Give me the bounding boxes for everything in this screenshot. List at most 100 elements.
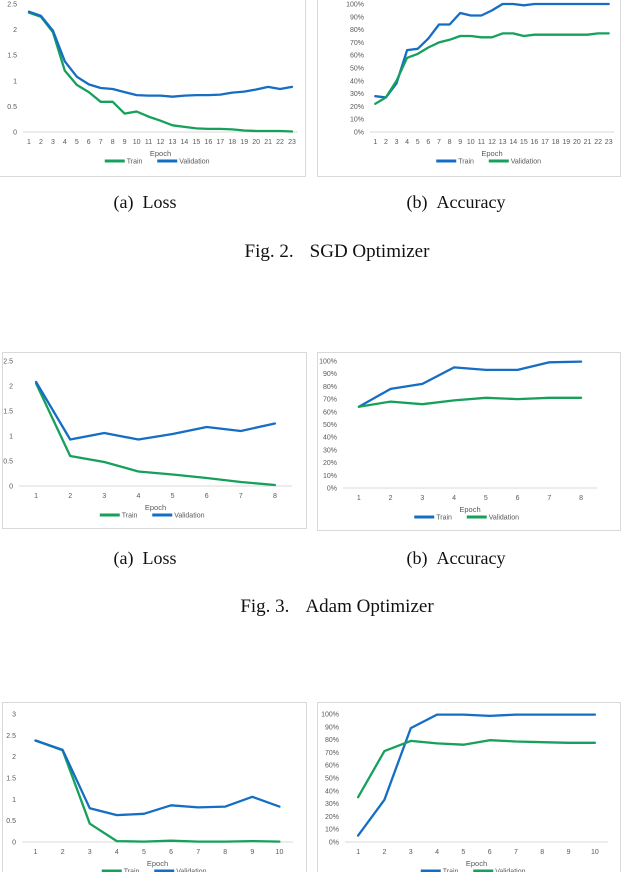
legend-label-train: Train: [127, 159, 143, 166]
x-tick-label: 4: [115, 849, 119, 856]
y-tick-label: 10%: [350, 117, 364, 124]
y-tick-label: 0: [12, 840, 16, 847]
x-tick-label: 19: [240, 139, 248, 146]
y-tick-label: 10%: [323, 473, 337, 480]
x-axis-title: Epoch: [481, 149, 502, 158]
subcaption-title: Accuracy: [436, 548, 506, 568]
x-tick-label: 8: [111, 139, 115, 146]
x-tick-label: 5: [416, 139, 420, 146]
figure3a-adam-loss-chart: 0 0.5 1 1.5 2 2.5 1 2 3 4 5 6 7 8 Epoch Train Validation: [2, 352, 307, 529]
series-line-validation: [34, 739, 281, 817]
x-tick-label: 17: [216, 139, 224, 146]
legend-label-train: Train: [124, 869, 140, 872]
x-tick-label: 3: [420, 495, 424, 502]
chart-canvas-third-accuracy: 0% 10% 20% 30% 40% 50% 60% 70% 80% 90% 100% 1 2 3 4 5 6 7…: [321, 712, 608, 872]
x-tick-label: 23: [288, 139, 296, 146]
x-tick-label: 21: [584, 139, 592, 146]
x-tick-label: 3: [88, 849, 92, 856]
y-tick-label: 70%: [325, 750, 339, 757]
x-tick-label: 7: [239, 493, 243, 500]
series-line-validation: [34, 380, 277, 441]
y-tick-label: 90%: [350, 14, 364, 21]
x-tick-label: 22: [594, 139, 602, 146]
y-tick-label: 1.5: [6, 776, 16, 783]
x-tick-label: 13: [499, 139, 507, 146]
y-tick-label: 70%: [323, 397, 337, 404]
x-tick-label: 23: [605, 139, 613, 146]
y-tick-label: 40%: [350, 78, 364, 85]
y-tick-label: 60%: [323, 409, 337, 416]
x-tick-label: 2: [384, 139, 388, 146]
y-tick-label: 90%: [323, 371, 337, 378]
x-tick-label: 7: [437, 139, 441, 146]
x-tick-label: 1: [34, 493, 38, 500]
figure3-caption: Fig. 3. Adam Optimizer: [187, 596, 487, 618]
subcaption-label: (a): [113, 192, 134, 212]
y-tick-label: 20%: [350, 104, 364, 111]
x-axis-title: Epoch: [145, 503, 166, 512]
x-tick-label: 21: [264, 139, 272, 146]
subcaption-label: (b): [406, 192, 428, 212]
y-tick-label: 70%: [350, 40, 364, 47]
legend-label-validation: Validation: [511, 159, 541, 166]
y-tick-label: 90%: [325, 724, 339, 731]
x-tick-label: 9: [250, 849, 254, 856]
y-tick-label: 0.5: [3, 459, 13, 466]
x-axis-title: Epoch: [150, 149, 171, 158]
series-line-validation: [356, 739, 597, 799]
legend-label-validation: Validation: [489, 515, 519, 522]
legend-label-validation: Validation: [495, 869, 525, 872]
x-tick-label: 12: [157, 139, 165, 146]
x-tick-label: 3: [409, 849, 413, 856]
y-tick-label: 1: [12, 797, 16, 804]
x-tick-label: 6: [205, 493, 209, 500]
x-tick-label: 9: [458, 139, 462, 146]
y-tick-label: 0%: [354, 130, 364, 137]
y-tick-label: 100%: [321, 712, 339, 719]
x-tick-label: 8: [223, 849, 227, 856]
y-tick-label: 3: [12, 712, 16, 719]
x-tick-label: 13: [169, 139, 177, 146]
y-tick-label: 0.5: [6, 818, 16, 825]
x-tick-label: 1: [356, 849, 360, 856]
x-tick-label: 3: [102, 493, 106, 500]
y-tick-label: 30%: [350, 91, 364, 98]
x-tick-label: 1: [357, 495, 361, 502]
y-tick-label: 0: [13, 130, 17, 137]
x-tick-label: 8: [579, 495, 583, 502]
subcaption-label: (a): [113, 548, 134, 568]
chart-canvas-adam-accuracy: 0% 10% 20% 30% 40% 50% 60% 70% 80% 90% 100% 1 2 3 4 5 6 7…: [319, 359, 597, 522]
legend-label-train: Train: [458, 159, 474, 166]
legend-label-validation: Validation: [179, 159, 209, 166]
chart-canvas-third-loss: 0 0.5 1 1.5 2 2.5 3 1 2 3 4 5 6 7 8 9 10 Epoch Train Valida…: [6, 712, 293, 872]
y-tick-label: 1: [9, 434, 13, 441]
y-tick-label: 80%: [323, 384, 337, 391]
subcaption-label: (b): [406, 548, 428, 568]
x-axis-title: Epoch: [147, 859, 168, 868]
legend-label-train: Train: [443, 869, 459, 872]
x-tick-label: 10: [467, 139, 475, 146]
x-tick-label: 18: [228, 139, 236, 146]
figure3b-subcaption: (b) Accuracy: [356, 548, 556, 569]
y-tick-label: 2.5: [6, 733, 16, 740]
y-tick-label: 1: [13, 78, 17, 85]
x-tick-label: 15: [192, 139, 200, 146]
y-tick-label: 2: [13, 27, 17, 34]
x-tick-label: 8: [540, 849, 544, 856]
chart-canvas-sgd-accuracy: 0%10%20%30%40%50%60%70%80%90%100%1 2 3 4 5 6 7…: [346, 2, 614, 166]
x-tick-label: 6: [516, 495, 520, 502]
x-tick-label: 2: [61, 849, 65, 856]
y-tick-label: 20%: [323, 460, 337, 467]
x-tick-label: 1: [373, 139, 377, 146]
y-tick-label: 0%: [329, 840, 339, 847]
x-tick-label: 4: [405, 139, 409, 146]
y-tick-label: 50%: [350, 66, 364, 73]
series-line-train: [34, 739, 281, 843]
series-line-train: [357, 360, 583, 408]
x-tick-label: 16: [531, 139, 539, 146]
x-tick-label: 2: [68, 493, 72, 500]
legend-label-train: Train: [436, 515, 452, 522]
x-tick-label: 6: [169, 849, 173, 856]
y-tick-label: 50%: [325, 776, 339, 783]
legend-label-validation: Validation: [174, 513, 204, 520]
